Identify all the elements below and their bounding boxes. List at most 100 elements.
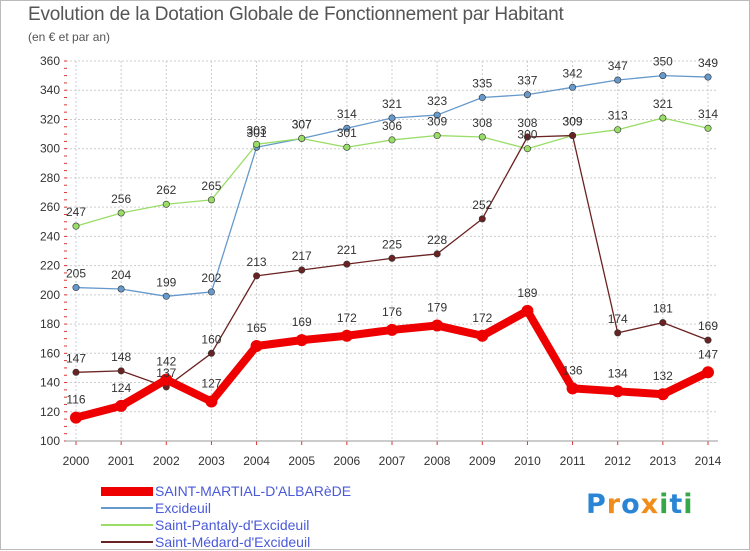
series-point-3: [433, 250, 441, 258]
data-label: 199: [156, 275, 176, 289]
data-label: 225: [382, 237, 402, 251]
series-point-3: [117, 367, 125, 375]
x-tick-label: 2013: [650, 454, 677, 468]
data-label: 337: [517, 74, 537, 88]
data-label: 247: [66, 205, 86, 219]
series-point-1: [478, 94, 486, 102]
data-label: 169: [292, 315, 312, 329]
data-label: 189: [517, 286, 537, 300]
series-point-0: [611, 385, 624, 398]
series-point-3: [614, 329, 622, 337]
legend-label: Excideuil: [155, 500, 212, 516]
data-label: 181: [653, 302, 673, 316]
y-tick-label: 320: [40, 112, 60, 126]
x-tick-label: 2003: [198, 454, 225, 468]
series-point-1: [117, 285, 125, 293]
series-point-0: [250, 340, 263, 352]
data-label: 349: [698, 56, 718, 70]
series-point-1: [162, 292, 170, 300]
series-point-2: [704, 124, 712, 132]
series-point-0: [476, 329, 489, 342]
y-tick-label: 280: [40, 171, 60, 185]
legend-swatch: [101, 524, 153, 526]
data-label: 228: [427, 233, 447, 247]
series-point-2: [433, 132, 441, 140]
series-point-1: [207, 288, 215, 296]
series-point-1: [343, 124, 351, 132]
logo-letter: i: [683, 489, 694, 520]
data-label: 172: [337, 311, 357, 325]
legend-label: SAINT-MARTIAL-D'ALBARèDE: [155, 483, 352, 499]
series-point-3: [343, 260, 351, 268]
series-point-1: [614, 76, 622, 84]
data-label: 217: [292, 249, 312, 263]
data-label: 127: [201, 377, 221, 391]
data-label: 309: [427, 115, 447, 129]
data-label: 350: [653, 55, 673, 69]
series-point-1: [388, 114, 396, 122]
series-point-0: [431, 319, 444, 332]
series-point-0: [656, 388, 669, 401]
data-label: 252: [472, 198, 492, 212]
logo-letter: x: [640, 489, 660, 520]
chart-title: Evolution de la Dotation Globale de Fonc…: [28, 4, 564, 25]
series-point-3: [207, 349, 215, 357]
line-chart: 100 120 140 160 180 200 220 240 260 280 300 320 340 3…: [40, 54, 722, 468]
data-label: 165: [247, 321, 267, 335]
data-label: 308: [517, 116, 537, 130]
series-point-1: [659, 72, 667, 80]
data-label: 321: [382, 97, 402, 111]
data-label: 309: [563, 115, 583, 129]
data-label: 262: [156, 183, 176, 197]
x-tick-label: 2007: [379, 454, 406, 468]
series-point-0: [521, 304, 534, 317]
y-tick-label: 360: [40, 54, 60, 68]
series-point-3: [388, 254, 396, 262]
data-label: 148: [111, 350, 131, 364]
data-label: 205: [66, 267, 86, 281]
data-label: 342: [563, 66, 583, 80]
logo-letter: t: [669, 489, 684, 520]
x-tick-label: 2008: [424, 454, 451, 468]
series-point-3: [523, 133, 531, 141]
series-point-2: [162, 200, 170, 208]
x-tick-label: 2012: [604, 454, 631, 468]
series-point-0: [205, 395, 218, 408]
series-point-0: [115, 399, 128, 412]
y-tick-label: 240: [40, 229, 60, 243]
data-label: 202: [201, 271, 221, 285]
data-label: 147: [66, 351, 86, 365]
data-label: 335: [472, 77, 492, 91]
series-point-1: [433, 111, 441, 119]
series-point-2: [72, 222, 80, 230]
y-tick-label: 220: [40, 259, 60, 273]
legend-label: Saint-Pantaly-d'Excideuil: [155, 517, 310, 533]
data-label: 136: [563, 363, 583, 377]
chart-subtitle: (en € et par an): [28, 30, 111, 44]
series-point-0: [386, 323, 398, 336]
data-label: 314: [698, 107, 718, 121]
y-tick-label: 100: [40, 434, 60, 448]
data-label: 124: [111, 381, 131, 395]
legend-swatch: [101, 507, 153, 509]
series-point-2: [614, 126, 622, 134]
data-label: 169: [698, 319, 718, 333]
series-point-2: [388, 136, 396, 144]
x-tick-label: 2011: [560, 454, 586, 468]
x-tick-label: 2010: [514, 454, 541, 468]
series-point-2: [298, 134, 306, 142]
data-label: 303: [247, 123, 267, 137]
data-label: 137: [156, 366, 176, 380]
series-point-3: [704, 336, 712, 344]
data-label: 265: [201, 179, 221, 193]
logo-letter: o: [621, 489, 641, 520]
series-point-3: [298, 266, 306, 274]
y-tick-label: 260: [40, 200, 60, 214]
data-label: 300: [517, 128, 537, 142]
data-label: 307: [292, 117, 312, 131]
series-point-0: [566, 382, 579, 395]
series-point-2: [478, 133, 486, 141]
data-label: 142: [156, 355, 176, 369]
data-label: 221: [337, 243, 357, 257]
